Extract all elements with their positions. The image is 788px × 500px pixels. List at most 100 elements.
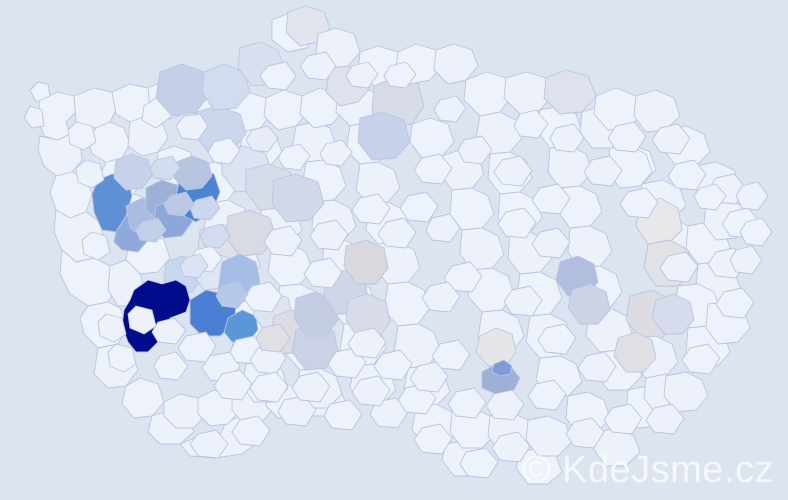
- district[interactable]: [547, 145, 593, 189]
- district[interactable]: [189, 429, 229, 459]
- district[interactable]: [667, 159, 707, 191]
- district[interactable]: [29, 81, 51, 103]
- district[interactable]: [527, 379, 567, 411]
- district-group-brno[interactable]: [475, 255, 695, 395]
- district[interactable]: [75, 159, 105, 189]
- district[interactable]: [121, 377, 165, 419]
- district[interactable]: [447, 387, 487, 419]
- district[interactable]: [651, 293, 695, 335]
- district[interactable]: [399, 191, 439, 223]
- district[interactable]: [97, 313, 127, 343]
- district[interactable]: [345, 61, 379, 89]
- district[interactable]: [113, 153, 153, 191]
- district[interactable]: [73, 87, 119, 129]
- district[interactable]: [463, 71, 513, 117]
- district[interactable]: [357, 111, 411, 161]
- district[interactable]: [153, 351, 189, 381]
- district[interactable]: [565, 417, 605, 449]
- district[interactable]: [23, 105, 45, 129]
- district[interactable]: [531, 227, 571, 259]
- district[interactable]: [37, 91, 77, 141]
- district[interactable]: [543, 69, 597, 115]
- district[interactable]: [277, 143, 311, 171]
- district[interactable]: [179, 253, 209, 279]
- district[interactable]: [343, 239, 389, 285]
- district[interactable]: [255, 323, 291, 353]
- district[interactable]: [513, 109, 549, 139]
- district[interactable]: [413, 153, 453, 185]
- district[interactable]: [245, 125, 279, 153]
- district[interactable]: [231, 415, 271, 447]
- district[interactable]: [583, 155, 623, 187]
- district[interactable]: [151, 317, 187, 345]
- district[interactable]: [413, 423, 453, 455]
- district[interactable]: [603, 403, 643, 435]
- district[interactable]: [663, 371, 709, 413]
- district[interactable]: [549, 123, 585, 153]
- district[interactable]: [323, 399, 363, 431]
- district[interactable]: [351, 193, 391, 225]
- district[interactable]: [693, 183, 727, 211]
- district[interactable]: [491, 359, 513, 377]
- district-group-fill[interactable]: [23, 51, 773, 479]
- district[interactable]: [475, 327, 517, 367]
- district[interactable]: [431, 339, 471, 371]
- district[interactable]: [207, 137, 241, 165]
- district[interactable]: [347, 327, 387, 359]
- district[interactable]: [739, 217, 773, 247]
- district[interactable]: [175, 113, 209, 141]
- district[interactable]: [163, 191, 195, 217]
- district[interactable]: [249, 371, 289, 403]
- district[interactable]: [433, 95, 467, 123]
- district[interactable]: [493, 155, 533, 187]
- district[interactable]: [345, 293, 391, 339]
- district-group-southwest-peak[interactable]: [121, 239, 391, 371]
- district[interactable]: [619, 187, 659, 219]
- district[interactable]: [377, 217, 417, 249]
- district[interactable]: [433, 43, 479, 85]
- district[interactable]: [127, 305, 157, 335]
- district[interactable]: [291, 371, 331, 403]
- district[interactable]: [607, 121, 647, 153]
- district[interactable]: [199, 223, 231, 249]
- district[interactable]: [299, 51, 337, 81]
- district[interactable]: [645, 403, 685, 435]
- district[interactable]: [633, 89, 681, 133]
- district[interactable]: [409, 117, 455, 159]
- district[interactable]: [271, 173, 325, 223]
- district[interactable]: [409, 361, 449, 393]
- district[interactable]: [293, 291, 339, 337]
- district[interactable]: [149, 155, 181, 181]
- district[interactable]: [567, 283, 611, 325]
- district[interactable]: [319, 139, 353, 167]
- district[interactable]: [613, 331, 657, 373]
- district[interactable]: [503, 71, 553, 115]
- district[interactable]: [383, 281, 431, 327]
- district[interactable]: [735, 181, 769, 211]
- district[interactable]: [497, 207, 537, 239]
- district[interactable]: [81, 231, 111, 261]
- district[interactable]: [485, 389, 525, 421]
- district[interactable]: [491, 431, 531, 463]
- district[interactable]: [593, 87, 643, 131]
- district[interactable]: [263, 89, 309, 131]
- district[interactable]: [141, 97, 173, 129]
- district[interactable]: [215, 281, 249, 309]
- district[interactable]: [537, 323, 577, 355]
- district[interactable]: [67, 121, 97, 151]
- district[interactable]: [213, 369, 253, 401]
- district[interactable]: [651, 123, 691, 155]
- district[interactable]: [503, 285, 543, 317]
- district[interactable]: [659, 251, 699, 283]
- district[interactable]: [373, 349, 413, 381]
- district[interactable]: [443, 261, 483, 293]
- district[interactable]: [425, 213, 461, 243]
- district[interactable]: [355, 161, 401, 205]
- district[interactable]: [681, 343, 721, 375]
- district[interactable]: [107, 343, 137, 373]
- district[interactable]: [163, 393, 207, 429]
- district[interactable]: [303, 257, 343, 289]
- district[interactable]: [421, 281, 461, 313]
- district[interactable]: [351, 375, 391, 407]
- district[interactable]: [201, 63, 251, 111]
